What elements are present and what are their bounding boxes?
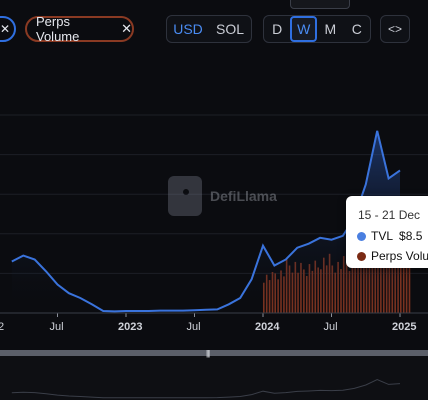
brush-mini-chart <box>11 379 401 399</box>
perps-volume-bar <box>405 259 408 313</box>
currency-sol-button[interactable]: SOL <box>215 21 244 37</box>
x-tick-label: 2 <box>0 321 5 333</box>
tooltip-tvl-value: $8.5 <box>399 229 423 243</box>
brush-selection-bar[interactable] <box>0 350 428 356</box>
perps-volume-bar <box>400 240 402 313</box>
brush-line <box>11 379 401 399</box>
chart-plot-area[interactable] <box>0 60 428 350</box>
tooltip-row-tvl: TVL $8.5 <box>357 229 422 243</box>
tvl-remove-icon[interactable]: ✕ <box>0 22 11 36</box>
perps-legend-dot <box>357 251 366 261</box>
perps-volume-bar <box>408 244 411 313</box>
chart-toolbar: ✕ Perps Volume ✕ USD SOL D W M C <> <box>0 0 428 60</box>
x-tick-label: 2023 <box>118 321 143 333</box>
partial-tab[interactable] <box>290 0 350 9</box>
period-daily-button[interactable]: D <box>272 21 283 37</box>
currency-usd-button[interactable]: USD <box>173 21 203 37</box>
range-brush[interactable]: ||| <box>0 349 428 400</box>
tvl-area <box>11 130 401 313</box>
tvl-perps-chart <box>0 114 428 317</box>
tvl-filter-chip[interactable]: ✕ <box>0 16 16 42</box>
period-monthly-button[interactable]: M <box>324 21 337 37</box>
tooltip-tvl-label: TVL <box>371 229 394 243</box>
x-tick-label: 2024 <box>255 321 280 333</box>
perps-remove-icon[interactable]: ✕ <box>121 21 132 36</box>
perps-volume-bar <box>402 249 405 313</box>
llama-logo-icon <box>168 176 202 216</box>
period-weekly-button[interactable]: W <box>290 16 318 42</box>
embed-code-icon: <> <box>387 22 402 36</box>
perps-volume-label: Perps Volume <box>36 14 80 44</box>
x-tick-label: Jul <box>323 321 338 333</box>
defillama-watermark: DefiLlama <box>168 176 277 216</box>
x-tick-label: Jul <box>49 321 64 333</box>
currency-toggle: USD SOL <box>166 15 252 43</box>
period-cumulative-button[interactable]: C <box>351 21 362 37</box>
tooltip-row-perps: Perps Volu <box>357 249 428 263</box>
tvl-line <box>11 130 401 313</box>
brush-grip-icon[interactable]: ||| <box>206 349 210 358</box>
period-toggle: D W M C <box>263 15 371 43</box>
tooltip-date: 15 - 21 Dec <box>358 208 421 222</box>
embed-button[interactable]: <> <box>380 15 410 43</box>
perps-volume-filter-chip[interactable]: Perps Volume ✕ <box>25 14 134 44</box>
tooltip-perps-label: Perps Volu <box>371 249 428 263</box>
x-tick-label: Jul <box>186 321 201 333</box>
tvl-legend-dot <box>357 231 366 241</box>
watermark-text: DefiLlama <box>210 188 277 204</box>
x-tick-label: 2025 <box>392 321 417 333</box>
chart-tooltip: 15 - 21 Dec TVL $8.5 Perps Volu <box>346 196 428 268</box>
